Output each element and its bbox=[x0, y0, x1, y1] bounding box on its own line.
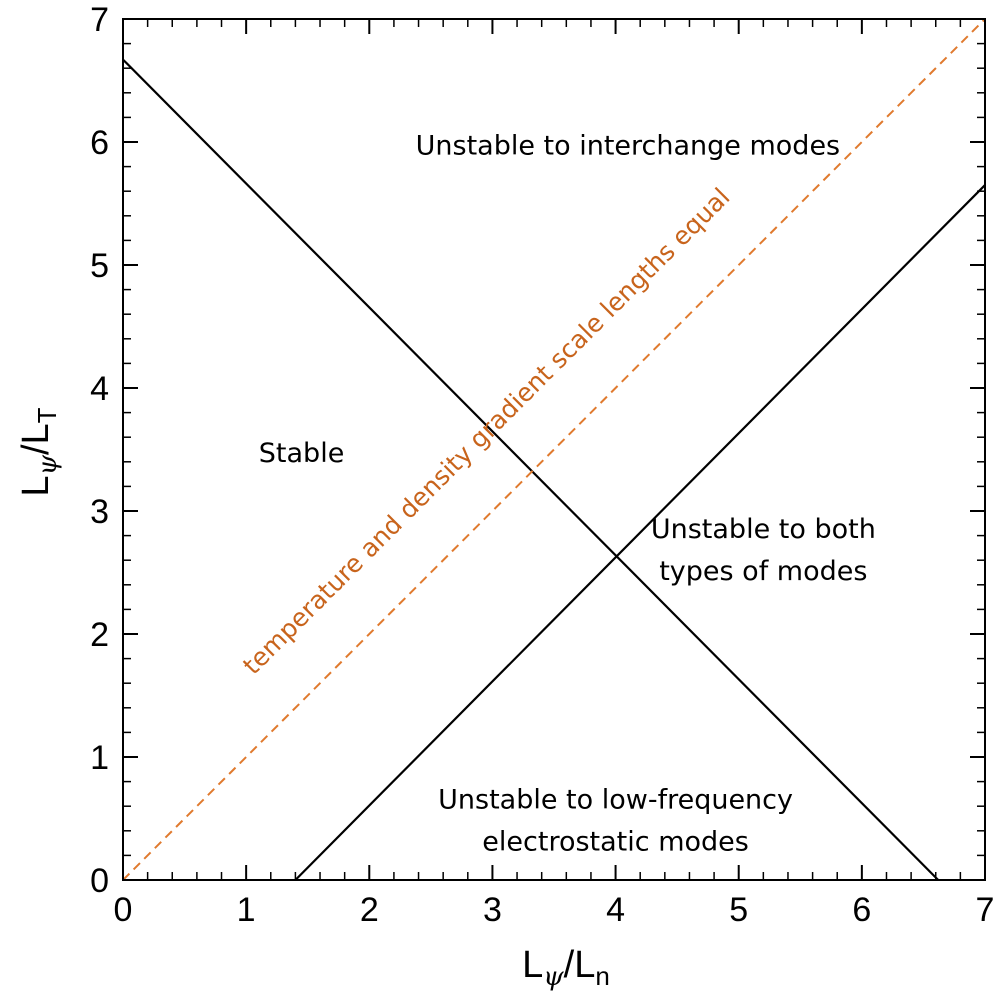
region-label-line: types of modes bbox=[659, 556, 867, 587]
y-axis-label-subscript: T bbox=[32, 407, 62, 423]
y-tick-label: 1 bbox=[90, 739, 109, 777]
equal-gradient-line-line bbox=[122, 18, 986, 881]
region-label-line: Stable bbox=[259, 438, 345, 469]
x-tick-label: 4 bbox=[606, 891, 625, 929]
y-axis-label-main: L bbox=[15, 475, 57, 496]
x-axis-label-greek: ψ bbox=[543, 962, 564, 992]
ticks-layer: 0 1 2 3 4 5 6 7 0 1 2 3 4 5 6 7 bbox=[90, 1, 994, 929]
y-tick-label: 4 bbox=[90, 370, 109, 408]
region-label-electrostatic: Unstable to low-frequency electrostatic m… bbox=[438, 785, 793, 858]
y-tick-label: 3 bbox=[90, 493, 109, 531]
x-axis-label-main: L bbox=[522, 944, 543, 986]
y-tick-label: 7 bbox=[90, 1, 109, 39]
region-label-line: Unstable to both bbox=[651, 514, 876, 545]
region-label-line: Unstable to interchange modes bbox=[416, 130, 841, 161]
region-label-line: electrostatic modes bbox=[482, 827, 749, 858]
region-label-line: Unstable to low-frequency bbox=[438, 785, 793, 816]
x-tick-label: 1 bbox=[237, 891, 256, 929]
x-tick-label: 7 bbox=[976, 891, 995, 929]
y-tick-label: 2 bbox=[90, 616, 109, 654]
lines-layer bbox=[122, 18, 986, 881]
y-tick-label: 6 bbox=[90, 124, 109, 162]
y-tick-label: 0 bbox=[90, 862, 109, 900]
region-label-stable: Stable bbox=[259, 438, 345, 469]
y-axis-label-greek: ψ bbox=[33, 454, 63, 475]
x-tick-label: 3 bbox=[483, 891, 502, 929]
x-tick-label: 6 bbox=[852, 891, 871, 929]
y-axis-label-group: Lψ/LT bbox=[15, 407, 63, 496]
x-axis-label-tail: /L bbox=[564, 944, 596, 986]
x-axis-label-subscript: n bbox=[595, 961, 609, 991]
y-axis-label: Lψ/LT bbox=[15, 407, 63, 496]
x-tick-label: 5 bbox=[729, 891, 748, 929]
interchange-boundary-line bbox=[122, 58, 939, 881]
y-tick-label: 5 bbox=[90, 247, 109, 285]
x-axis-label: Lψ/Ln bbox=[522, 944, 610, 992]
y-axis-label-tail: /L bbox=[15, 423, 57, 455]
x-tick-label: 0 bbox=[114, 891, 133, 929]
electrostatic-boundary-line bbox=[294, 184, 986, 881]
x-tick-label: 2 bbox=[360, 891, 379, 929]
region-label-interchange: Unstable to interchange modes bbox=[416, 130, 841, 161]
region-label-both: Unstable to both types of modes bbox=[651, 514, 876, 587]
plot-frame bbox=[122, 18, 986, 881]
